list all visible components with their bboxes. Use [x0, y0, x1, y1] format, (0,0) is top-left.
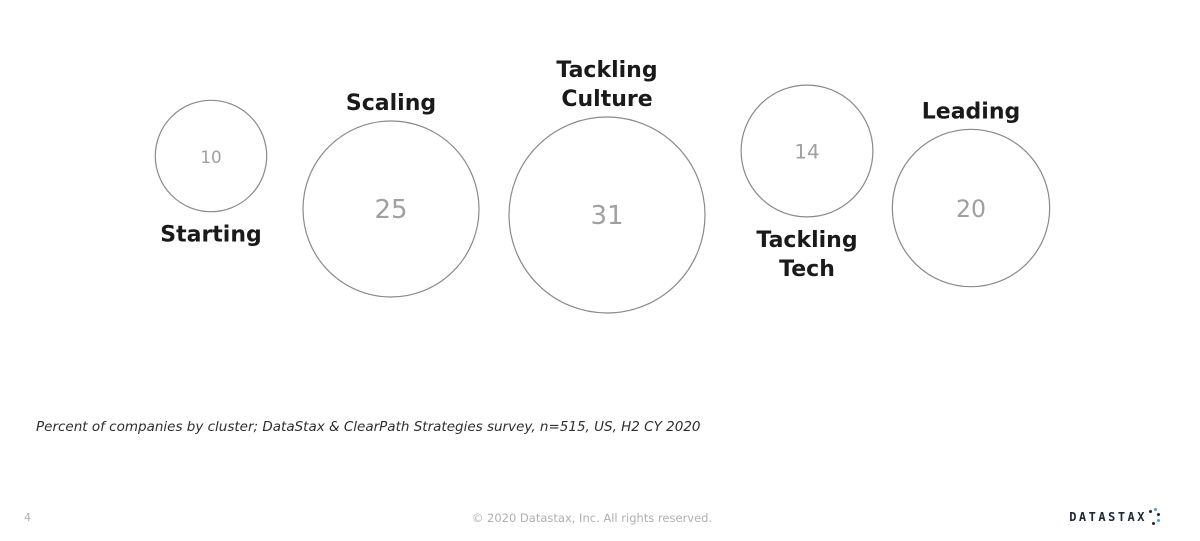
datastax-logo: DATASTAX	[1069, 505, 1160, 529]
bubble-label-tackling-tech-line-1: Tackling	[756, 228, 857, 253]
bubble-label-leading: Leading	[922, 99, 1020, 124]
bubble-label-scaling: Scaling	[346, 91, 436, 116]
bubble-value-tackling-tech: 14	[794, 141, 819, 164]
bubble-label-tackling-culture-line-1: Tackling	[556, 58, 657, 83]
bubble-value-tackling-culture: 31	[590, 201, 623, 231]
bubble-chart: 10 Starting 25 Scaling 31 Tackling Culture 14 Ta…	[154, 58, 1051, 314]
bubble-tackling-tech	[740, 84, 874, 218]
logo-dots-icon	[1148, 508, 1160, 526]
bubble-tackling-culture	[508, 116, 706, 314]
bubble-leading	[891, 128, 1051, 288]
bubble-scaling	[302, 120, 480, 298]
logo-text: DATASTAX	[1069, 510, 1147, 524]
source-note: Percent of companies by cluster; DataSta…	[36, 419, 701, 435]
bubble-value-starting: 10	[200, 147, 221, 167]
bubble-value-leading: 20	[956, 195, 986, 223]
bubble-starting	[154, 99, 268, 213]
bubble-label-tackling-culture-line-2: Culture	[561, 87, 652, 112]
copyright-text: © 2020 Datastax, Inc. All rights reserve…	[471, 511, 713, 525]
bubble-label-starting: Starting	[160, 223, 262, 248]
slide-number: 4	[24, 511, 31, 524]
bubble-label-tackling-tech-line-2: Tech	[779, 257, 835, 282]
bubble-value-scaling: 25	[374, 195, 407, 225]
